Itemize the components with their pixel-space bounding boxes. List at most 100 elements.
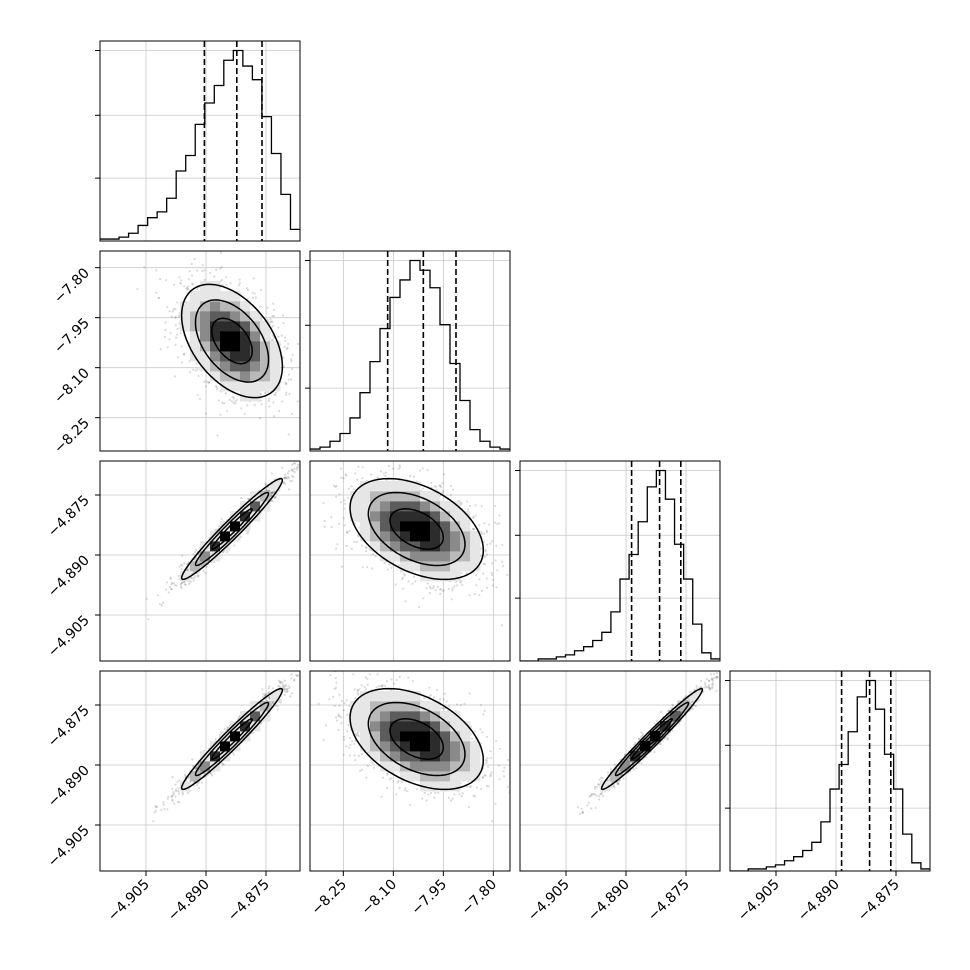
sample-point — [181, 564, 184, 567]
density-cell — [450, 511, 461, 522]
sample-point — [205, 412, 208, 415]
sample-point — [465, 572, 468, 575]
density-cell — [250, 511, 261, 522]
density-cell — [250, 311, 261, 322]
density-cell — [430, 501, 441, 512]
contour-line — [194, 299, 270, 383]
sample-point — [288, 392, 291, 395]
contour-line — [180, 477, 284, 581]
sample-point — [174, 316, 177, 319]
density-cell — [360, 521, 371, 532]
sample-point — [342, 477, 345, 480]
panel-content — [145, 462, 300, 621]
sample-point — [193, 575, 197, 578]
sample-point — [284, 382, 287, 386]
sample-point — [186, 568, 189, 571]
sample-point — [230, 400, 233, 403]
sample-point — [335, 495, 338, 498]
sample-point — [478, 578, 481, 581]
sample-point — [145, 597, 148, 600]
sample-point — [196, 393, 199, 397]
sample-point — [259, 305, 262, 308]
sample-point — [482, 541, 486, 544]
density-cell — [230, 371, 241, 382]
sample-point — [164, 279, 168, 282]
density-cell — [240, 301, 251, 312]
sample-point — [371, 553, 374, 556]
sample-point — [192, 576, 195, 580]
sample-point — [295, 466, 299, 469]
sample-point — [158, 296, 161, 300]
sample-point — [390, 566, 393, 569]
density-cell — [390, 551, 401, 562]
density-cell — [410, 561, 421, 572]
sample-point — [361, 466, 364, 469]
density-cell — [430, 511, 441, 522]
panel-content — [152, 671, 300, 823]
sample-point — [192, 368, 195, 371]
density-cell — [400, 541, 411, 552]
sample-point — [272, 415, 276, 418]
sample-point — [398, 564, 401, 567]
density-cell — [240, 351, 251, 362]
sample-point — [174, 316, 177, 319]
sample-point — [196, 368, 199, 371]
density-cell — [250, 371, 261, 382]
sample-point — [235, 398, 238, 401]
sample-point — [287, 475, 290, 478]
sample-point — [180, 568, 183, 571]
density-cell — [270, 371, 281, 382]
sample-point — [284, 339, 287, 342]
sample-point — [411, 582, 414, 585]
density-cell — [440, 521, 451, 532]
sample-point — [486, 553, 489, 556]
sample-point — [401, 578, 404, 581]
density-cell — [220, 331, 231, 342]
sample-point — [215, 268, 218, 271]
sample-point — [171, 581, 174, 584]
sample-point — [286, 477, 289, 480]
sample-point — [168, 310, 171, 313]
sample-point — [271, 491, 274, 494]
sample-point — [183, 583, 187, 586]
density-cell — [390, 521, 401, 532]
sample-point — [466, 500, 469, 503]
sample-point — [439, 486, 442, 489]
sample-point — [203, 269, 206, 272]
sample-point — [204, 385, 207, 388]
density-cell — [210, 351, 221, 362]
sample-point — [383, 458, 385, 460]
density-cell — [220, 301, 231, 312]
sample-point — [266, 306, 269, 309]
density-cell — [180, 301, 191, 312]
sample-point — [346, 531, 349, 534]
sample-point — [496, 522, 499, 526]
sample-point — [165, 588, 168, 591]
sample-point — [379, 470, 383, 473]
sample-point — [496, 569, 499, 572]
density-cell — [410, 481, 421, 492]
density-cell — [220, 321, 231, 332]
sample-point — [247, 498, 250, 501]
sample-point — [282, 365, 285, 368]
density-cell — [250, 501, 261, 512]
density-cell — [440, 561, 451, 572]
density-cell — [200, 351, 211, 362]
sample-point — [246, 530, 250, 534]
sample-point — [226, 726, 229, 729]
density-cell — [450, 531, 461, 542]
sample-point — [271, 339, 274, 342]
sample-point — [322, 502, 325, 505]
density-cell — [210, 321, 221, 332]
sample-point — [260, 403, 263, 406]
sample-point — [201, 269, 204, 273]
density-cell — [380, 541, 391, 552]
sample-point — [167, 591, 170, 594]
sample-point — [238, 282, 241, 285]
sample-point — [297, 463, 300, 466]
sample-point — [485, 529, 488, 532]
sample-point — [422, 487, 425, 490]
sample-point — [486, 543, 489, 546]
sample-point — [397, 458, 399, 460]
sample-point — [214, 528, 217, 532]
